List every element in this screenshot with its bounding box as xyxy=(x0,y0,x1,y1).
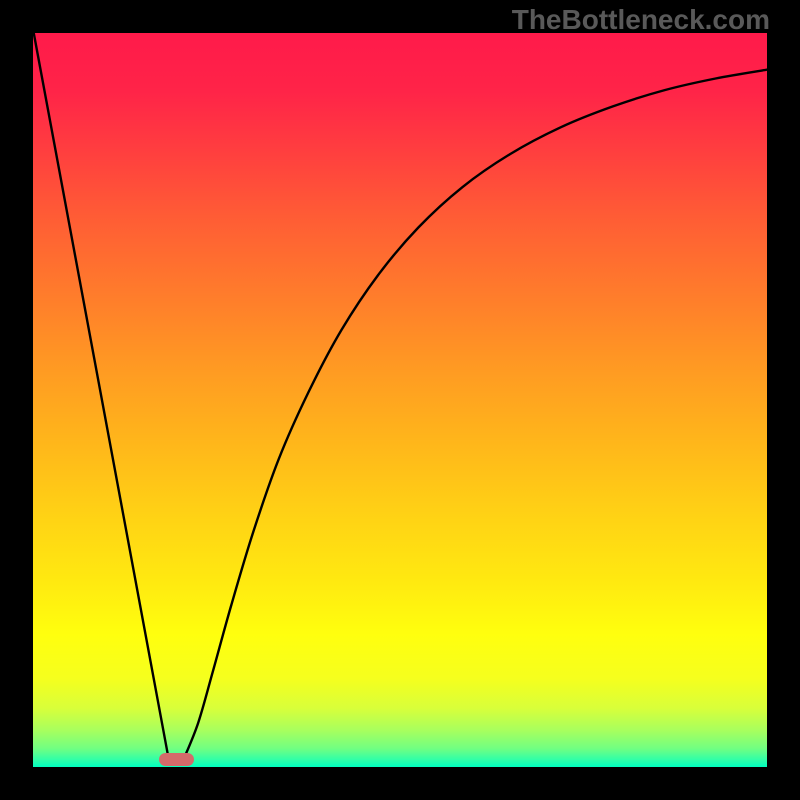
curve-layer xyxy=(33,33,767,767)
plot-area xyxy=(33,33,767,767)
min-marker xyxy=(159,753,194,766)
curve-right-segment xyxy=(183,70,767,760)
watermark-text: TheBottleneck.com xyxy=(512,4,770,36)
chart-container: TheBottleneck.com xyxy=(0,0,800,800)
curve-left-segment xyxy=(34,33,169,760)
